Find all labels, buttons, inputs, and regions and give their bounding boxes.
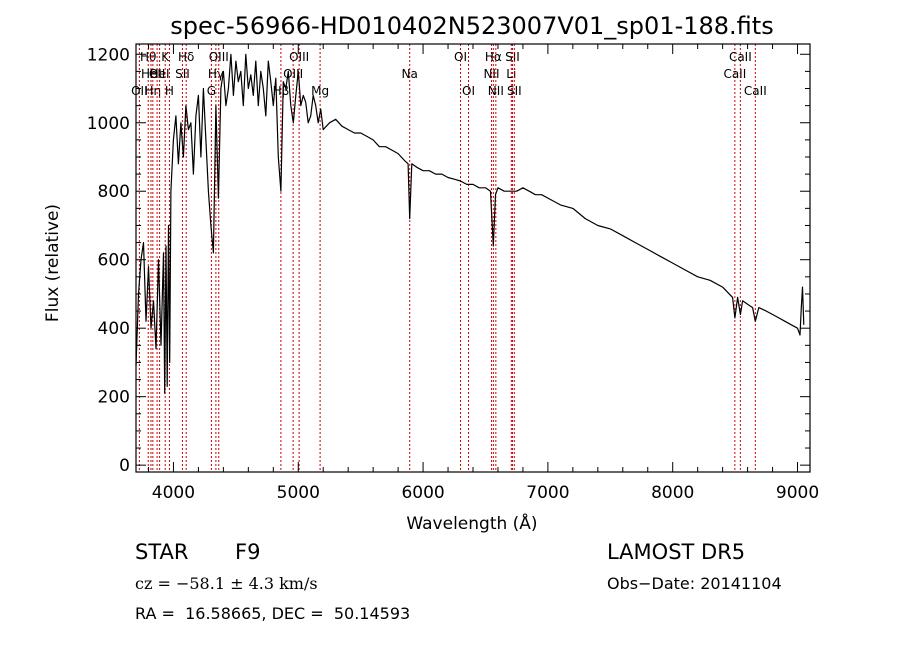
marker-label-28: CaII (744, 84, 767, 98)
marker-label-27: CaII (729, 50, 752, 64)
marker-label-7: H (165, 84, 174, 98)
marker-label-8: SII (175, 67, 190, 81)
marker-label-0: OII (131, 84, 148, 98)
marker-label-2: HeI (141, 67, 161, 81)
chart-title: spec-56966-HD010402N523007V01_sp01-188.f… (170, 12, 773, 40)
marker-label-19: OI (462, 84, 475, 98)
marker-label-21: Hα (485, 50, 502, 64)
x-tick-label-2: 6000 (401, 483, 444, 503)
y-tick-label-4: 800 (98, 182, 130, 202)
marker-label-20: NII (483, 67, 499, 81)
object-class: STAR (135, 540, 189, 564)
marker-label-9: Hδ (178, 50, 194, 64)
x-tick-label-5: 9000 (776, 483, 819, 503)
spectrum-series (135, 53, 805, 394)
y-tick-label-1: 200 (98, 388, 130, 408)
marker-label-25: SII (507, 84, 522, 98)
marker-label-26: CaII (723, 67, 746, 81)
survey-name: LAMOST DR5 (607, 540, 746, 564)
x-axis: 4000 5000 6000 7000 8000 9000 (147, 44, 819, 503)
x-tick-label-4: 8000 (651, 483, 694, 503)
y-axis: 0 200 400 600 800 1000 1200 (87, 45, 810, 476)
marker-label-6: K (161, 50, 170, 64)
x-tick-label-1: 5000 (277, 483, 320, 503)
marker-label-22: NII (488, 84, 504, 98)
object-subclass: F9 (235, 540, 261, 564)
y-tick-label-0: 0 (119, 456, 130, 476)
spectrum-line (135, 53, 805, 394)
marker-label-24: SII (505, 50, 520, 64)
y-tick-label-2: 400 (98, 319, 130, 339)
y-tick-label-5: 1000 (87, 114, 130, 134)
marker-label-15: OIII (289, 50, 309, 64)
coordinates: RA = 16.58665, DEC = 50.14593 (135, 604, 411, 623)
y-tick-label-6: 1200 (87, 45, 130, 65)
plot-frame (135, 43, 811, 473)
obs-date: Obs−Date: 20141104 (607, 574, 782, 593)
marker-label-5: HeI (150, 67, 170, 81)
y-axis-label: Flux (relative) (43, 204, 63, 322)
x-axis-label: Wavelength (Å) (406, 512, 537, 534)
marker-label-14: OIII (283, 67, 303, 81)
marker-label-16: Mg (311, 84, 329, 98)
marker-label-1: Hθ (140, 50, 156, 64)
x-tick-label-0: 4000 (152, 483, 195, 503)
marker-label-17: Na (402, 67, 418, 81)
x-tick-label-3: 7000 (526, 483, 569, 503)
marker-label-10: G (207, 84, 216, 98)
marker-label-11: Hγ (208, 67, 224, 81)
marker-label-3: Hη (145, 84, 162, 98)
y-tick-label-3: 600 (98, 251, 130, 271)
marker-label-18: OI (454, 50, 467, 64)
line-markers: OIIHθHeIHηOIIHeIKHSIIHδGHγOIIIHβOIIIOIII… (131, 44, 767, 472)
marker-label-23: Li (506, 67, 516, 81)
marker-label-4: OII (149, 67, 166, 81)
marker-label-12: OIII (209, 50, 229, 64)
redshift-readout: cz = −58.1 ± 4.3 km/s (135, 574, 318, 593)
